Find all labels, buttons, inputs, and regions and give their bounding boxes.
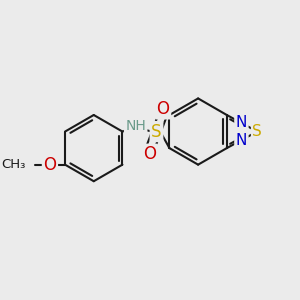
Text: S: S xyxy=(151,123,162,141)
Text: NH: NH xyxy=(125,119,146,133)
Text: S: S xyxy=(252,124,262,139)
Text: O: O xyxy=(44,156,56,174)
Text: O: O xyxy=(157,100,169,118)
Text: N: N xyxy=(236,116,247,130)
Text: N: N xyxy=(236,133,247,148)
Text: CH₃: CH₃ xyxy=(1,158,25,171)
Text: O: O xyxy=(143,145,156,163)
